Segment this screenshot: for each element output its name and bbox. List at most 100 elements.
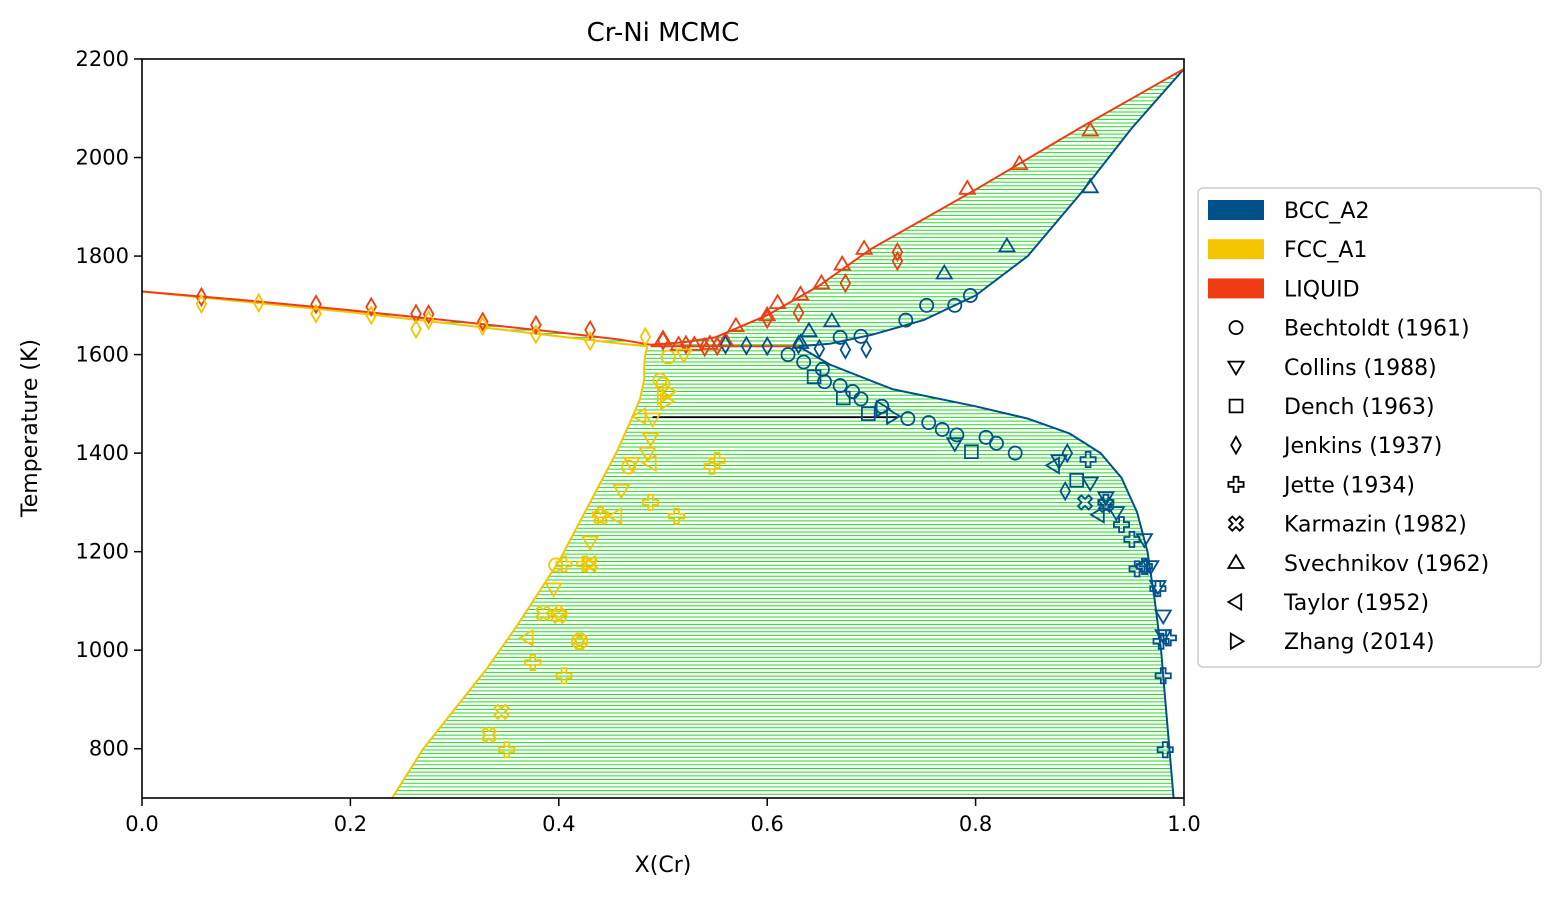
legend-marker [1229,632,1246,651]
data-point-marker [1132,557,1149,576]
legend-marker [1230,434,1242,456]
data-point-marker [630,407,647,426]
data-point-marker [1107,506,1126,522]
data-point-marker [612,483,631,500]
data-point-marker [476,311,489,332]
data-point-marker [860,338,873,359]
data-point-marker [581,555,599,573]
legend-phase-swatch [1208,200,1264,220]
data-point-marker [1061,442,1074,464]
legend-phase-swatch [1208,278,1264,299]
data-point-marker [410,318,422,340]
liquidus-right-curve [650,68,1184,346]
data-point-marker [365,304,378,326]
data-point-marker [817,374,832,390]
data-point-marker [555,667,573,685]
data-point-marker [1097,496,1115,514]
y-tick-label: 2200 [76,47,129,71]
data-point-marker [698,336,711,358]
data-point-marker [891,241,904,263]
data-point-marker [854,239,874,255]
data-point-marker [1128,560,1146,578]
legend-dataset-label: Taylor (1952) [1283,591,1429,616]
data-point-marker [853,328,869,344]
y-tick-label: 1800 [76,244,129,268]
data-point-marker [1081,476,1100,493]
x-tick-label: 1.0 [1167,812,1200,836]
data-point-marker [1081,121,1100,137]
data-point-marker [1076,494,1094,511]
data-point-marker [642,493,659,511]
data-point-marker [1152,632,1170,650]
data-point-marker [1007,445,1023,461]
data-point-marker [1010,154,1029,171]
x-tick-label: 0.8 [959,812,992,836]
data-point-marker [945,437,964,453]
data-point-marker [796,354,812,370]
data-point-marker [621,459,637,475]
data-point-marker [934,422,950,437]
data-point-marker [1123,530,1141,548]
data-point-marker [592,508,609,526]
data-point-marker [1156,741,1174,759]
data-point-marker [761,335,774,357]
data-point-marker [1113,516,1130,534]
data-point-marker [700,334,720,350]
data-point-marker [1059,480,1072,502]
y-axis-ticks: 800 1000 1200 1400 1600 1800 2000 2200 [76,47,142,761]
data-point-marker [641,432,660,448]
data-point-marker [606,507,623,526]
data-point-marker [493,703,510,721]
legend-dataset-label: Jette (1934) [1282,473,1415,498]
x-tick-label: 0.2 [334,812,367,836]
data-point-marker [252,292,265,314]
x-axis-ticks: 0.0 0.2 0.4 0.6 0.8 1.0 [125,798,1201,836]
data-point-marker [898,312,914,328]
data-point-marker [639,326,652,348]
data-point-marker [310,303,322,324]
data-point-marker [780,347,796,363]
data-point-marker [1044,456,1060,475]
chart-title: Cr-Ni MCMC [587,18,740,48]
data-point-marker [518,628,534,648]
data-point-marker [832,378,848,394]
legend-marker [1228,320,1244,336]
data-point-marker [1079,450,1097,469]
data-point-marker [638,446,657,463]
legend-marker [1227,475,1245,493]
data-point-marker [947,297,963,313]
x-tick-label: 0.6 [750,812,783,836]
data-point-marker [668,507,685,525]
legend-dataset-label: Zhang (2014) [1284,630,1435,655]
data-point-marker [660,392,676,411]
data-point-marker [935,263,954,280]
data-point-marker [571,632,589,650]
data-point-marker [853,391,869,407]
data-point-marker [958,179,977,195]
data-point-marker [719,334,732,355]
plot-frame [141,58,1185,799]
data-point-marker [685,335,704,351]
legend-dataset-label: Bechtoldt (1961) [1284,317,1470,342]
data-point-marker [195,293,208,315]
legend-marker [1226,360,1246,377]
x-axis-label: X(Cr) [635,853,692,878]
y-tick-label: 800 [89,737,129,761]
data-point-marker [792,334,805,355]
data-point-marker [812,273,831,290]
data-point-marker [791,285,810,301]
data-point-marker [422,303,435,325]
data-point-marker [534,604,552,622]
data-point-marker [921,415,937,431]
data-point-marker [660,349,676,365]
data-point-marker [641,453,657,473]
legend-marker [1226,592,1243,612]
data-point-marker [1135,533,1154,549]
data-point-marker [806,369,822,385]
legend-dataset-label: Dench (1963) [1284,395,1435,420]
data-point-marker [791,333,810,349]
data-point-marker [839,339,852,360]
y-axis-label: Temperature (K) [18,339,43,518]
data-point-marker [195,286,208,308]
